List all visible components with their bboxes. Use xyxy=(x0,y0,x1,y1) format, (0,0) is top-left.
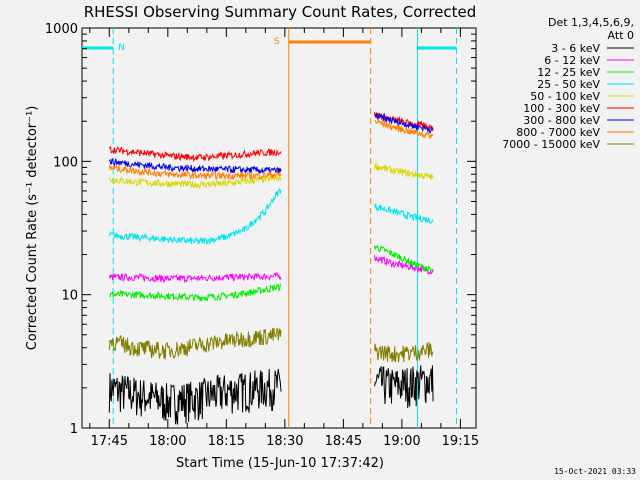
legend-entry: 6 - 12 keV xyxy=(544,54,600,67)
x-axis: 17:45 18:00 18:15 18:30 18:45 19:00 19:15 xyxy=(89,28,479,449)
marker-lines: NS xyxy=(112,28,457,428)
chart-title: RHESSI Observing Summary Count Rates, Co… xyxy=(84,3,477,21)
y-tick-label: 100 xyxy=(53,155,78,170)
legend-entry: 50 - 100 keV xyxy=(530,90,600,103)
x-tick-label: 18:15 xyxy=(208,434,245,449)
legend-entry: 3 - 6 keV xyxy=(551,42,600,55)
marker-label-s: S xyxy=(274,37,280,47)
series-line xyxy=(108,164,282,181)
series-line xyxy=(108,327,282,360)
legend-entry: 25 - 50 keV xyxy=(537,78,600,91)
series-line xyxy=(374,342,434,363)
series-layer xyxy=(108,111,434,425)
x-tick-label: 19:15 xyxy=(442,434,479,449)
series-line xyxy=(374,203,434,225)
series-line xyxy=(374,112,434,134)
plot-frame xyxy=(81,27,477,429)
series-line xyxy=(108,145,282,163)
y-tick-label: 1000 xyxy=(45,22,78,37)
legend-entry: 800 - 7000 keV xyxy=(516,126,600,139)
series-line xyxy=(108,187,282,245)
legend-entry: 300 - 800 keV xyxy=(523,114,600,127)
marker-label-n: N xyxy=(118,43,125,53)
legend-entry: 7000 - 15000 keV xyxy=(502,138,600,151)
legend-header: Det 1,3,4,5,6,9, xyxy=(548,16,634,29)
legend-entry: 100 - 300 keV xyxy=(523,102,600,115)
series-line xyxy=(374,244,434,273)
series-line xyxy=(108,271,282,284)
y-tick-label: 1 xyxy=(70,422,78,437)
x-tick-label: 18:45 xyxy=(325,434,362,449)
series-line xyxy=(108,368,282,425)
x-axis-label: Start Time (15-Jun-10 17:37:42) xyxy=(176,456,384,471)
legend-entry: 12 - 25 keV xyxy=(537,66,600,79)
x-tick-label: 17:45 xyxy=(91,434,128,449)
x-tick-label: 18:00 xyxy=(149,434,186,449)
y-tick-label: 10 xyxy=(61,289,78,304)
series-line xyxy=(109,283,281,302)
legend-header: Att 0 xyxy=(608,29,634,42)
orbit-bars xyxy=(82,40,457,50)
series-line xyxy=(108,174,282,190)
timestamp: 15-Oct-2021 03:33 xyxy=(554,467,636,476)
series-line xyxy=(374,365,434,409)
y-axis-label: Corrected Count Rate (s⁻¹ detector⁻¹) xyxy=(25,106,40,351)
series-line xyxy=(374,118,434,139)
series-line xyxy=(374,161,434,180)
x-tick-label: 18:30 xyxy=(266,434,303,449)
x-tick-label: 19:00 xyxy=(383,434,420,449)
